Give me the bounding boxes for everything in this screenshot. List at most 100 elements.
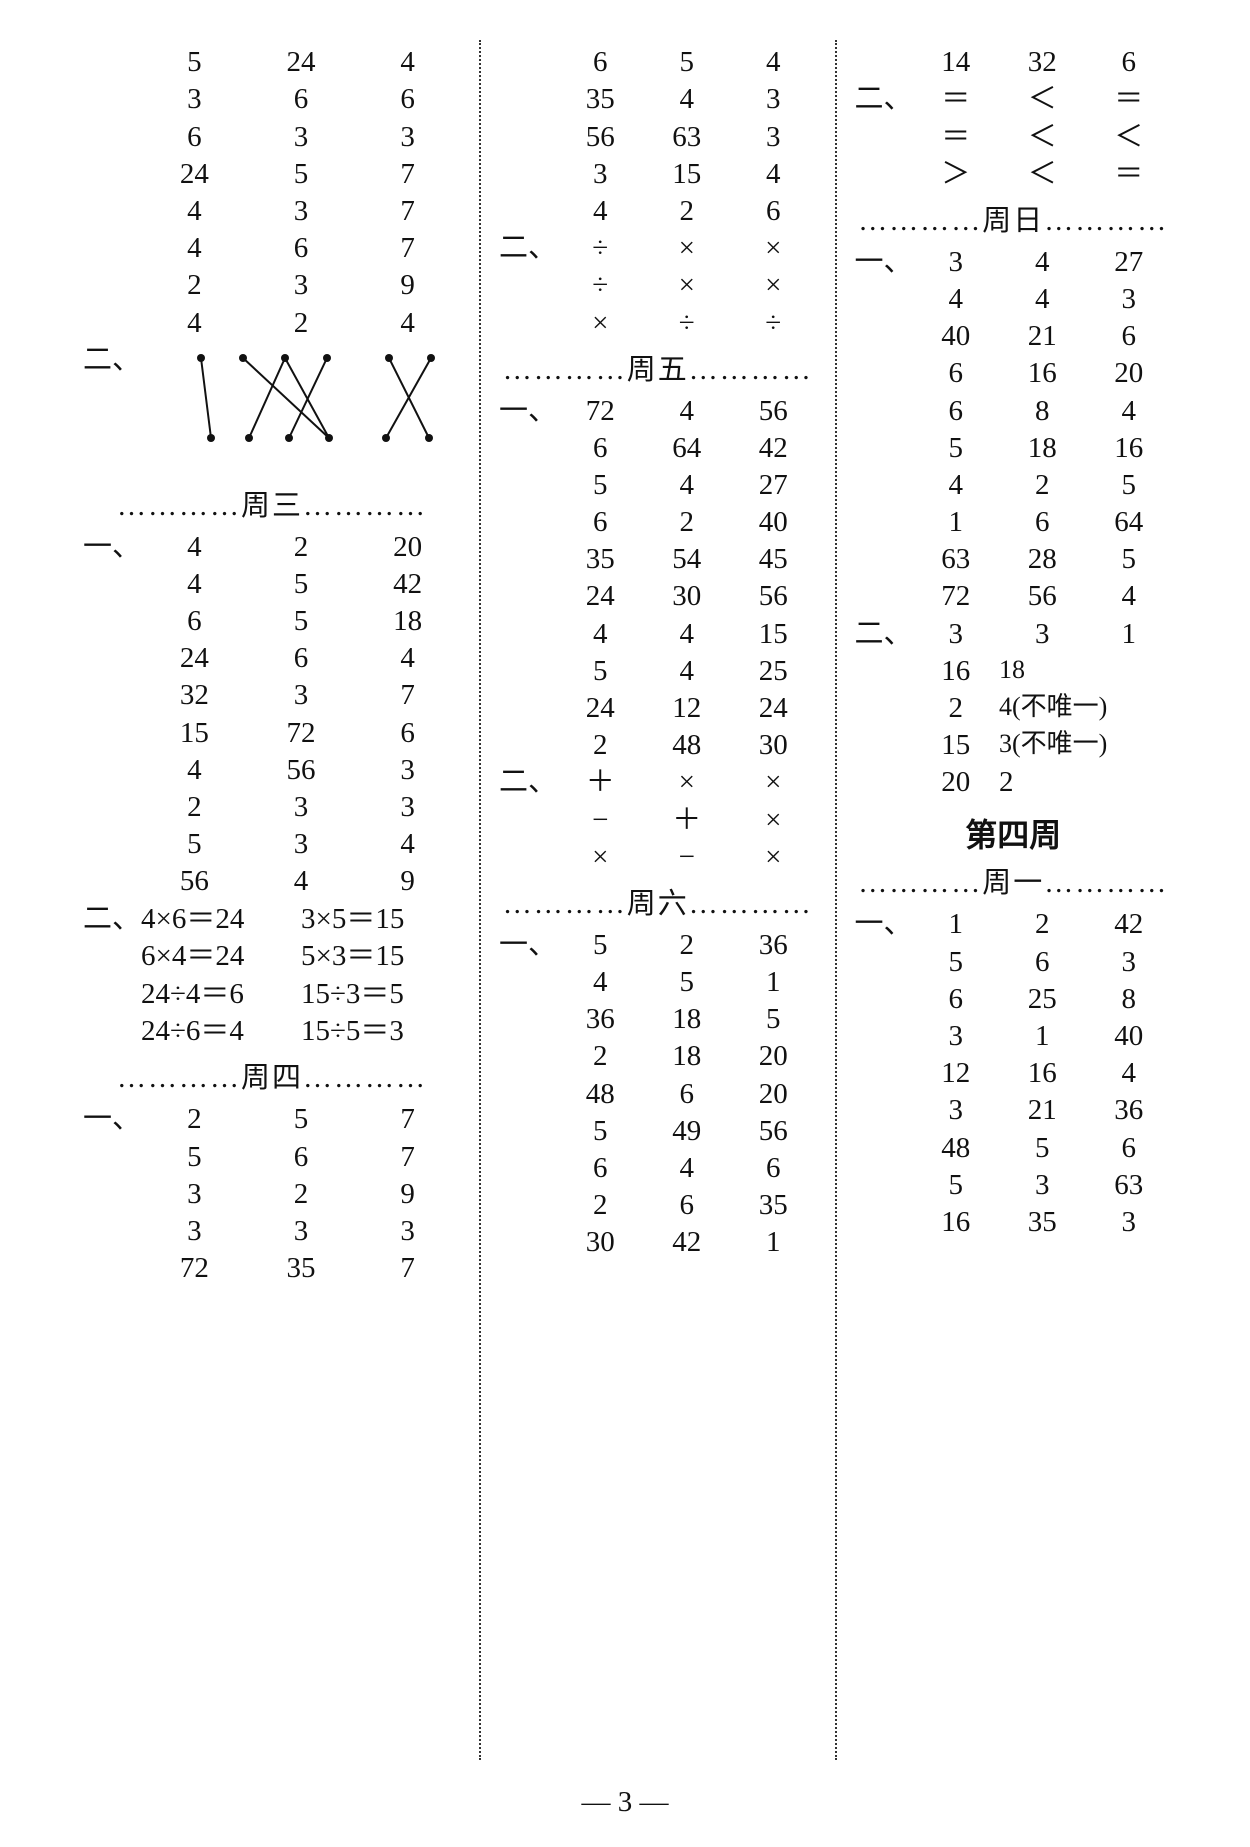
table-row: 56 63 3 xyxy=(499,123,817,152)
answer-cell: 63 xyxy=(913,545,1000,574)
table-row: − ＋ × xyxy=(499,806,817,835)
answer-cell: 6 xyxy=(1086,48,1173,77)
answer-cell: 2 xyxy=(141,1105,248,1134)
answer-cell: 7 xyxy=(354,234,461,263)
answer-cell: 18 xyxy=(644,1005,731,1034)
table-row: ＞ ＜ ＝ xyxy=(855,160,1173,189)
answer-cell: 4 xyxy=(141,234,248,263)
answer-cell: 72 xyxy=(913,582,1000,611)
answer-cell: 3 xyxy=(999,1171,1086,1200)
answer-cell: 5 xyxy=(248,1105,355,1134)
answer-cell: ＞ xyxy=(913,160,1000,189)
answer-cell: 4 xyxy=(730,48,817,77)
answer-cell: 5 xyxy=(1086,471,1173,500)
answer-cell: 5 xyxy=(730,1005,817,1034)
answer-cell: 3 xyxy=(913,248,1000,277)
answer-cell: 5 xyxy=(644,968,731,997)
table-row: 二、 ÷ × × xyxy=(499,234,817,263)
divider-sat: …………周六………… xyxy=(499,890,817,919)
answer-cell: 5 xyxy=(141,48,248,77)
answer-cell: 72 xyxy=(141,1254,248,1283)
answer-cell: 5 xyxy=(141,830,248,859)
label-two: 二、 xyxy=(83,905,141,934)
answer-cell: 24 xyxy=(141,160,248,189)
table-row: 4 4 15 xyxy=(499,620,817,649)
answer-cell: 45 xyxy=(730,545,817,574)
answer-cell: 21 xyxy=(999,322,1086,351)
table-row: 二、 3 3 1 xyxy=(855,620,1173,649)
answer-cell: 36 xyxy=(557,1005,644,1034)
label-one: 一、 xyxy=(83,1105,141,1134)
table-row: 6 4 6 xyxy=(499,1154,817,1183)
label-two: 二、 xyxy=(83,346,141,474)
answer-cell: 4 xyxy=(644,471,731,500)
answer-cell: 6 xyxy=(913,359,1000,388)
table-row: 5 24 4 xyxy=(83,48,461,77)
table-row: 5 49 56 xyxy=(499,1117,817,1146)
table-row: 5 4 25 xyxy=(499,657,817,686)
equation-cell: 24÷6＝4 xyxy=(141,1017,301,1046)
answer-cell: 12 xyxy=(913,1059,1000,1088)
answer-cell: 3 xyxy=(913,1096,1000,1125)
answer-cell: ＜ xyxy=(999,160,1086,189)
table-row: 3 2 9 xyxy=(83,1180,461,1209)
answer-cell: 4(不唯一) xyxy=(999,694,1172,723)
answer-cell: 24 xyxy=(141,644,248,673)
answer-cell: 4 xyxy=(644,1154,731,1183)
answer-cell: 4 xyxy=(1086,582,1173,611)
column-2: 6 5 4 35 4 3 56 63 3 3 15 4 4 2 xyxy=(479,40,835,1760)
answer-cell: 3 xyxy=(248,830,355,859)
table-row: 6 5 4 xyxy=(499,48,817,77)
table-row: 一、 3 4 27 xyxy=(855,248,1173,277)
answer-cell: 15 xyxy=(644,160,731,189)
answer-cell: 2 xyxy=(141,793,248,822)
answer-cell: 32 xyxy=(999,48,1086,77)
answer-cell: 56 xyxy=(248,756,355,785)
answer-cell: 6 xyxy=(354,719,461,748)
answer-cell: 56 xyxy=(730,582,817,611)
answer-cell: 3 xyxy=(913,1022,1000,1051)
answer-cell: 5 xyxy=(644,48,731,77)
table-row: 4 2 5 xyxy=(855,471,1173,500)
answer-cell: 42 xyxy=(354,570,461,599)
answer-cell: 30 xyxy=(557,1228,644,1257)
answer-cell: 28 xyxy=(999,545,1086,574)
equation-row: 6×4＝24 5×3＝15 xyxy=(83,942,461,971)
answer-cell: 4 xyxy=(644,620,731,649)
answer-cell: 2 xyxy=(248,533,355,562)
answer-cell: 16 xyxy=(1086,434,1173,463)
answer-cell: 56 xyxy=(730,1117,817,1146)
answer-cell: 2 xyxy=(644,931,731,960)
table-row: 36 18 5 xyxy=(499,1005,817,1034)
equation-row: 24÷4＝6 15÷3＝5 xyxy=(83,980,461,1009)
table-row: 5 3 63 xyxy=(855,1171,1173,1200)
table-row: 4 2 4 xyxy=(83,309,461,338)
table-row: 35 54 45 xyxy=(499,545,817,574)
answer-cell: 4 xyxy=(557,197,644,226)
table-row: 二、 ＋ × × xyxy=(499,768,817,797)
answer-cell: 40 xyxy=(913,322,1000,351)
answer-cell: 16 xyxy=(999,359,1086,388)
answer-cell: 3 xyxy=(141,1217,248,1246)
table-row: 6 8 4 xyxy=(855,397,1173,426)
answer-cell xyxy=(1086,657,1173,686)
page-number: — 3 — xyxy=(0,1786,1250,1819)
matching-diagram xyxy=(181,350,461,470)
answer-cell: 4 xyxy=(141,756,248,785)
answer-cell: 42 xyxy=(1086,910,1173,939)
table-row: 3 21 36 xyxy=(855,1096,1173,1125)
answer-cell: 63 xyxy=(644,123,731,152)
answer-cell: 2 xyxy=(913,694,1000,723)
answer-cell: 9 xyxy=(354,867,461,896)
answer-cell: 36 xyxy=(730,931,817,960)
answer-cell: 30 xyxy=(644,582,731,611)
equation-cell: 15÷5＝3 xyxy=(301,1017,461,1046)
table-row: 一、 72 4 56 xyxy=(499,397,817,426)
answer-cell: 3 xyxy=(999,620,1086,649)
table-row: 6 3 3 xyxy=(83,123,461,152)
table-row: 6 2 40 xyxy=(499,508,817,537)
answer-cell: 21 xyxy=(999,1096,1086,1125)
table-row: 2 4(不唯一) xyxy=(855,694,1173,723)
answer-cell: 3 xyxy=(248,1217,355,1246)
label-two: 二、 xyxy=(499,768,557,797)
